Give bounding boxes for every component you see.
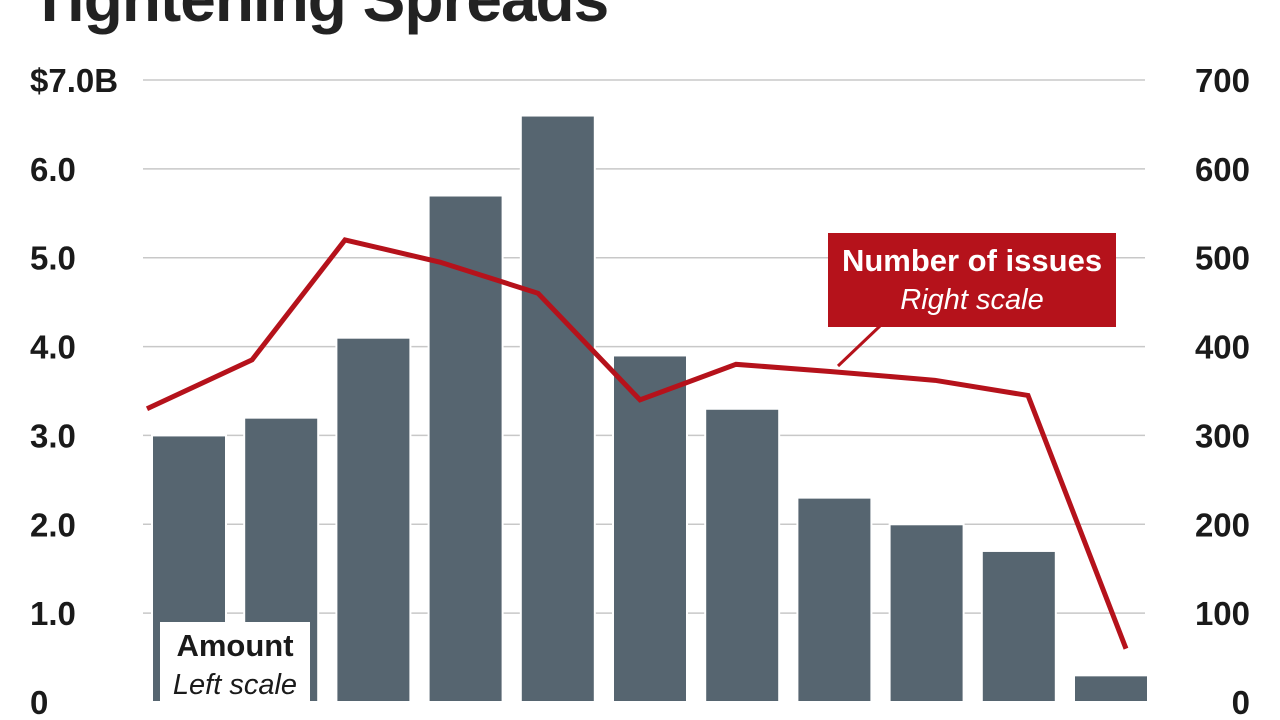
left-tick-label-4: 4.0 — [30, 329, 76, 366]
right-tick-label-2: 200 — [1195, 506, 1250, 543]
amount-label-backdrop — [160, 622, 310, 702]
bar-5 — [612, 354, 688, 703]
left-axis: 0 1.0 2.0 3.0 4.0 5.0 6.0 $7.0B — [30, 62, 118, 720]
right-tick-label-0: 0 — [1232, 684, 1250, 720]
callout-leader — [836, 324, 882, 368]
chart-title: Tightening Spreads — [30, 0, 609, 36]
bar-7 — [796, 496, 873, 703]
bar-6 — [704, 407, 781, 703]
right-tick-label-5: 500 — [1195, 240, 1250, 277]
amount-series-label: Amount — [176, 628, 293, 663]
left-tick-label-6: 6.0 — [30, 151, 76, 188]
left-tick-label-5: 5.0 — [30, 240, 76, 277]
bar-9 — [980, 549, 1057, 704]
right-axis: 0 100 200 300 400 500 600 700 — [1195, 62, 1250, 720]
left-tick-label-1: 1.0 — [30, 595, 76, 632]
bar-4 — [519, 114, 596, 704]
left-tick-label-2: 2.0 — [30, 506, 76, 543]
issues-callout-box — [828, 233, 1116, 327]
bar-2 — [335, 336, 412, 703]
callouts: Amount Left scale Number of issues Right sc… — [160, 233, 1116, 702]
right-tick-label-1: 100 — [1195, 595, 1250, 632]
bar-8 — [888, 523, 965, 703]
bar-10 — [1073, 674, 1149, 703]
left-tick-label-7: $7.0B — [30, 62, 118, 99]
right-tick-label-7: 700 — [1195, 62, 1250, 99]
right-tick-label-6: 600 — [1195, 151, 1250, 188]
amount-series-sublabel: Left scale — [173, 669, 297, 701]
left-tick-label-0: 0 — [30, 684, 48, 720]
issues-series-label: Number of issues — [842, 243, 1102, 278]
bar-series — [151, 114, 1149, 704]
right-tick-label-4: 400 — [1195, 329, 1250, 366]
line-series — [145, 237, 1129, 650]
right-tick-label-3: 300 — [1195, 417, 1250, 454]
left-tick-label-3: 3.0 — [30, 417, 76, 454]
issues-series-sublabel: Right scale — [900, 284, 1043, 316]
